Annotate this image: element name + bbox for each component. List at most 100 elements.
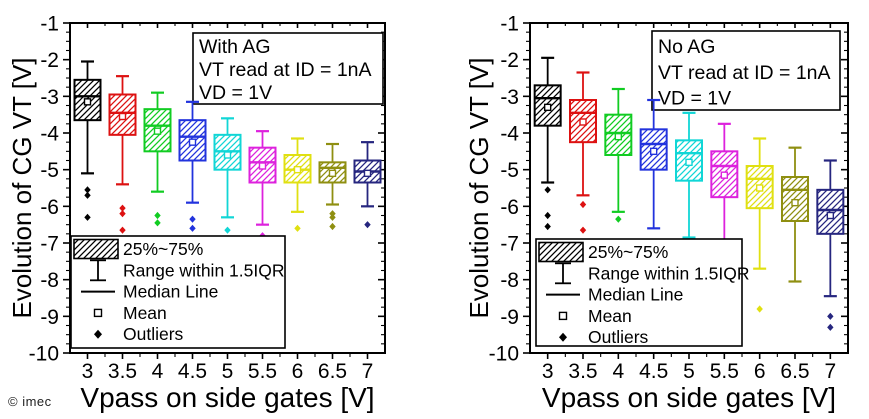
outlier-point [84, 191, 91, 199]
outlier-point [579, 226, 587, 234]
mean-marker [791, 198, 799, 207]
box-6.5 [318, 142, 347, 231]
box-4 [604, 87, 633, 223]
legend-label: 25%~75% [123, 239, 203, 259]
mean-marker [258, 162, 267, 170]
mean-marker [223, 151, 232, 159]
parameter-annotation: No AG VT read at ID = 1nA VD = 1V [651, 30, 841, 111]
mean-marker [685, 158, 693, 167]
outlier-point [615, 215, 622, 223]
box-series [73, 60, 382, 240]
box-4.5 [178, 100, 207, 232]
y-tick-label: -4 [500, 123, 519, 146]
outlier-point [544, 222, 551, 231]
outlier-point [154, 211, 161, 220]
y-tick-label: -5 [500, 159, 519, 182]
box-3.5 [108, 75, 137, 234]
x-tick-label: 5 [222, 360, 234, 383]
legend-outlier-icon [559, 332, 567, 342]
box-3 [533, 56, 562, 231]
mean-marker [153, 127, 162, 135]
x-tick-label: 6.5 [318, 360, 347, 383]
axes: -1 -2 -3 -4 -5 -6 -7 -8 -9 -10 3 3.5 4 4.5 5 5.5 6 6.5 7Vp… [464, 13, 849, 413]
box-7 [816, 159, 845, 331]
outlier-point [119, 210, 126, 218]
box-5 [675, 111, 703, 239]
y-tick-label: -7 [40, 233, 59, 256]
outlier-point [364, 221, 371, 229]
y-tick-label: -1 [500, 13, 519, 36]
annotation-line: VT read at ID = 1nA [199, 59, 372, 81]
legend-label: Median Line [588, 285, 683, 305]
box-4 [143, 91, 172, 227]
mean-marker [363, 169, 372, 178]
mean-marker [614, 132, 623, 141]
y-tick-label: -10 [489, 343, 519, 366]
y-tick-label: -8 [500, 269, 519, 292]
y-tick-label: -7 [500, 233, 519, 256]
annotation-line: With AG [199, 36, 271, 58]
y-tick-label: -2 [40, 49, 59, 72]
annotation-line: VD = 1V [658, 87, 731, 109]
y-axis-title: Evolution of CG VT [V] [7, 57, 37, 318]
outlier-point [756, 305, 763, 313]
outlier-point [827, 312, 834, 320]
y-tick-label: -2 [500, 49, 519, 72]
x-tick-label: 6.5 [780, 360, 809, 383]
box-3 [73, 60, 102, 221]
y-axis-title: Evolution of CG VT [V] [464, 57, 494, 318]
box-7 [353, 141, 382, 229]
outlier-point [84, 213, 91, 221]
x-tick-label: 5.5 [248, 360, 277, 383]
x-tick-label: 4 [152, 360, 164, 383]
mean-marker [826, 211, 835, 220]
box-3.5 [569, 71, 597, 234]
box-5.5 [710, 122, 739, 245]
y-tick-label: -3 [40, 86, 59, 109]
legend-label: 25%~75% [588, 242, 668, 262]
outlier-point [84, 186, 91, 194]
legend-label: Median Line [123, 282, 218, 302]
imec-watermark: © imec [8, 394, 52, 409]
y-tick-label: -5 [40, 159, 59, 182]
y-tick-label: -6 [40, 196, 59, 219]
box-6 [283, 137, 312, 232]
legend-label: Outliers [588, 327, 649, 347]
legend-outlier-icon [94, 329, 102, 339]
x-tick-label: 3.5 [568, 360, 597, 383]
outlier-point [294, 224, 301, 232]
annotation-line: VD = 1V [199, 82, 272, 104]
outlier-point [154, 219, 161, 227]
legend-box-hatch-swatch [73, 238, 119, 260]
x-tick-label: 3 [542, 360, 554, 383]
outlier-point [119, 204, 126, 212]
legend-mean-icon [93, 308, 103, 318]
box-6 [745, 137, 774, 313]
outlier-point [189, 224, 196, 232]
mean-marker [293, 165, 302, 174]
outlier-point [329, 213, 336, 221]
x-tick-label: 5.5 [710, 360, 739, 383]
axes: -1 -2 -3 -4 -5 -6 -7 -8 -9 -10 3 3.5 4 4.5 5 5.5 6 6.5 7Vp… [7, 13, 386, 413]
x-tick-label: 3.5 [108, 360, 137, 383]
y-tick-label: -3 [500, 86, 519, 109]
y-tick-label: -9 [500, 306, 519, 329]
outlier-point [224, 226, 231, 234]
chart-no-ag-svg: -1 -2 -3 -4 -5 -6 -7 -8 -9 -10 3 3.5 4 4.5 5 5.5 6 6.5 7Vp… [464, 13, 849, 413]
mean-marker [328, 169, 337, 178]
outlier-point [329, 222, 336, 231]
y-tick-label: -1 [40, 13, 59, 36]
mean-marker [720, 171, 729, 179]
legend-label: Mean [588, 306, 632, 326]
x-tick-label: 5 [683, 360, 695, 383]
outlier-point [579, 200, 587, 209]
mean-marker [543, 103, 552, 112]
y-tick-label: -6 [500, 196, 519, 219]
box-4.5 [639, 98, 668, 230]
iqr-box [816, 188, 845, 235]
mean-marker [755, 184, 764, 192]
